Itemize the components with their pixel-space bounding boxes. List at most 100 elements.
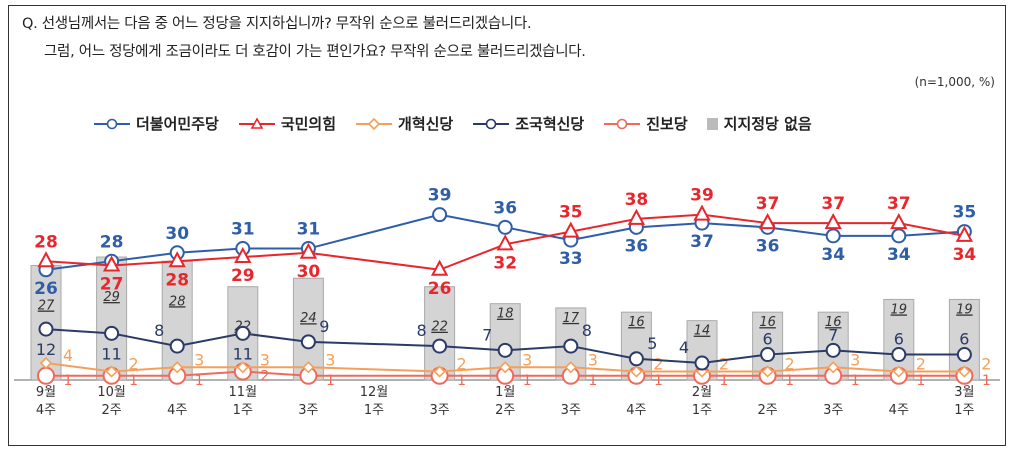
data-label: 31 <box>297 220 321 240</box>
x-tick-label: 10월 <box>97 385 126 400</box>
data-label: 1 <box>129 373 138 389</box>
data-point <box>168 251 186 268</box>
x-tick-label: 2월 <box>692 385 712 400</box>
bar-label: 16 <box>825 315 842 330</box>
data-point <box>891 228 907 244</box>
data-label: 28 <box>34 232 58 252</box>
data-point <box>891 347 907 363</box>
data-label: 2 <box>916 355 926 374</box>
data-point <box>760 347 776 363</box>
data-label: 1 <box>457 373 466 389</box>
data-point <box>761 365 774 378</box>
data-label: 1 <box>916 373 925 389</box>
data-point <box>300 334 316 350</box>
data-point <box>958 365 971 378</box>
data-label: 35 <box>559 203 583 223</box>
data-label: 4 <box>679 338 689 357</box>
data-label: 26 <box>34 279 58 299</box>
bar-label: 16 <box>628 315 645 330</box>
series-line <box>46 370 965 377</box>
legend-item: 지지정당 없음 <box>706 113 812 134</box>
data-label: 7 <box>482 325 492 344</box>
series-line <box>45 328 965 365</box>
data-point <box>956 347 972 363</box>
data-point <box>171 361 184 374</box>
data-point <box>432 207 448 223</box>
data-label: 37 <box>887 194 911 214</box>
x-tick-label: 1주 <box>364 403 384 418</box>
sample-note: (n=1,000, %) <box>914 75 995 89</box>
data-point <box>104 325 120 341</box>
data-point <box>169 338 185 354</box>
data-label: 39 <box>428 186 452 206</box>
x-tick-label: 4주 <box>626 403 646 418</box>
data-point <box>432 338 448 354</box>
data-label: 1 <box>720 373 729 389</box>
data-point <box>892 365 905 378</box>
data-label: 35 <box>953 203 977 223</box>
data-label: 37 <box>821 194 845 214</box>
data-point <box>302 361 315 374</box>
data-point <box>628 351 644 367</box>
legend: 더불어민주당 국민의힘 개혁신당 조국혁신당 진보당 지지정당 없음 <box>92 113 812 134</box>
data-point <box>234 246 252 264</box>
x-tick-label: 1주 <box>692 403 712 418</box>
legend-label: 지지정당 없음 <box>723 115 812 133</box>
x-tick-label: 3주 <box>823 403 843 418</box>
data-label: 30 <box>297 262 321 282</box>
data-point <box>39 356 53 370</box>
data-point <box>824 213 842 230</box>
data-point <box>694 355 710 371</box>
data-label: 3 <box>522 350 532 369</box>
data-label: 1 <box>982 373 991 389</box>
data-label: 6 <box>959 330 969 349</box>
data-label: 28 <box>100 232 124 252</box>
data-point <box>955 225 974 242</box>
data-label: 2 <box>457 355 467 374</box>
data-point <box>825 228 841 244</box>
data-label: 28 <box>165 270 189 290</box>
bar-no-party <box>424 286 456 381</box>
legend-label: 국민의힘 <box>280 115 337 133</box>
x-tick-label: 2주 <box>495 403 515 418</box>
data-label: 1 <box>195 373 204 389</box>
x-tick-label: 4주 <box>36 403 56 418</box>
data-label: 11 <box>233 344 253 363</box>
x-tick-label: 11월 <box>229 385 258 400</box>
data-point <box>433 365 446 378</box>
data-label: 27 <box>100 275 124 295</box>
data-label: 4 <box>63 346 73 365</box>
legend-item: 국민의힘 <box>237 113 336 134</box>
data-label: 33 <box>559 249 583 269</box>
data-point <box>37 366 55 385</box>
data-point <box>630 365 643 378</box>
data-point <box>564 361 577 374</box>
data-label: 1 <box>654 373 663 389</box>
diamond-line-icon <box>356 117 393 130</box>
data-label: 3 <box>325 350 335 369</box>
data-point <box>758 213 777 230</box>
data-point <box>890 213 908 230</box>
data-point <box>497 219 513 235</box>
x-tick-label: 2주 <box>101 403 121 418</box>
data-point <box>563 338 579 354</box>
data-label: 1 <box>588 373 597 389</box>
legend-item: 더불어민주당 <box>92 113 219 134</box>
data-label: 2 <box>719 355 729 374</box>
data-label: 34 <box>887 245 911 265</box>
triangle-line-icon <box>238 116 275 129</box>
data-point <box>236 361 249 374</box>
x-tick-label: 3주 <box>561 403 581 418</box>
data-label: 3 <box>588 350 598 369</box>
series-line <box>45 213 965 271</box>
x-tick-label: 3월 <box>954 385 974 400</box>
bar-label: 22 <box>431 320 448 335</box>
data-label: 2 <box>129 355 139 374</box>
data-label: 31 <box>231 220 255 240</box>
data-point <box>499 361 512 374</box>
data-point <box>825 342 841 358</box>
data-label: 7 <box>828 325 838 344</box>
x-tick-label: 9월 <box>36 385 56 400</box>
data-label: 37 <box>690 232 714 252</box>
bar-label: 27 <box>38 299 55 314</box>
